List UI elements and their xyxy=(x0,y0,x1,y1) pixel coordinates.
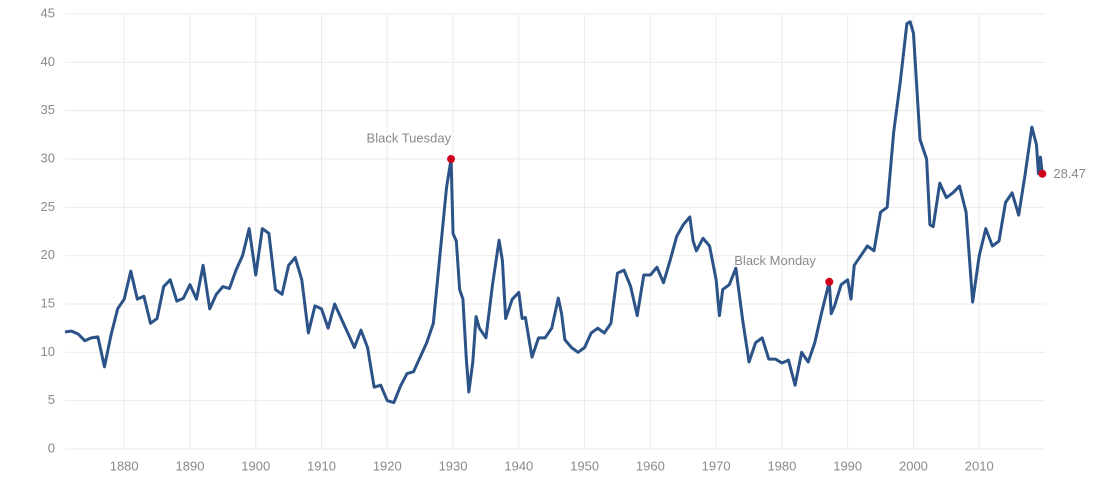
y-tick-label: 45 xyxy=(41,5,55,20)
x-tick-label: 1910 xyxy=(307,458,336,473)
annotation-marker xyxy=(447,155,456,163)
x-tick-label: 1880 xyxy=(110,458,139,473)
x-tick-label: 1890 xyxy=(176,458,205,473)
annotation-label: Black Tuesday xyxy=(367,130,452,145)
x-tick-label: 1960 xyxy=(636,458,665,473)
x-tick-label: 1980 xyxy=(767,458,796,473)
annotation-label: Black Monday xyxy=(734,253,816,268)
line xyxy=(64,20,1044,405)
y-tick-label: 40 xyxy=(41,54,55,69)
x-tick-label: 1900 xyxy=(241,458,270,473)
y-tick-label: 25 xyxy=(41,199,55,214)
x-tick-label: 1920 xyxy=(373,458,402,473)
x-tick-label: 2000 xyxy=(899,458,928,473)
y-tick-label: 10 xyxy=(41,344,55,359)
x-tick-label: 1970 xyxy=(702,458,731,473)
last-point-label: 28.47 xyxy=(1053,166,1086,181)
x-tick-label: 1940 xyxy=(504,458,533,473)
y-tick-label: 5 xyxy=(48,392,55,407)
x-tick-label: 1990 xyxy=(833,458,862,473)
y-tick-label: 20 xyxy=(41,247,55,262)
y-tick-label: 35 xyxy=(41,102,55,117)
annotation-marker xyxy=(825,277,834,286)
y-tick-label: 0 xyxy=(48,440,55,455)
y-tick-label: 15 xyxy=(41,295,55,310)
x-tick-label: 2010 xyxy=(965,458,994,473)
last-point-marker xyxy=(1038,169,1047,178)
x-tick-label: 1930 xyxy=(439,458,468,473)
y-tick-label: 30 xyxy=(41,150,55,165)
x-tick-label: 1950 xyxy=(570,458,599,473)
